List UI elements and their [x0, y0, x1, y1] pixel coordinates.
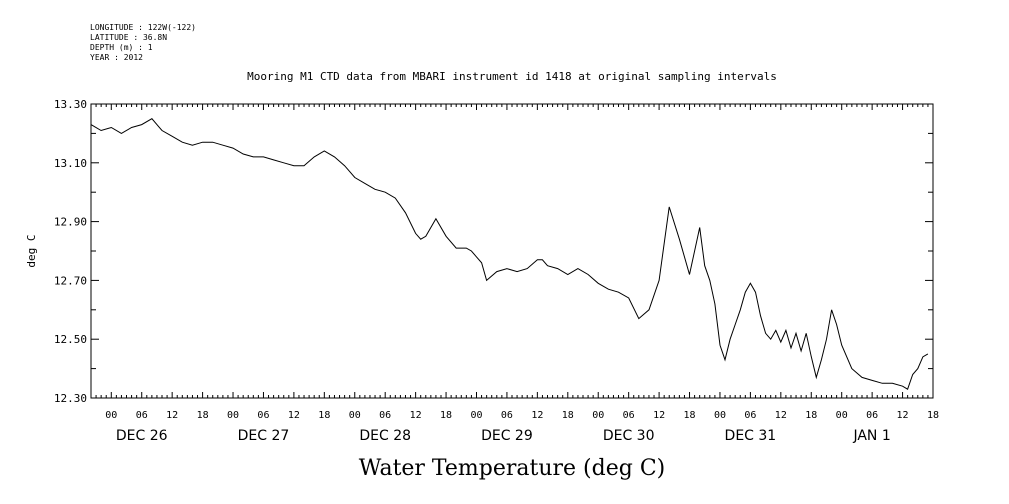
- x-day-label: DEC 28: [359, 428, 411, 444]
- y-axis: 12.30 12.50 12.70 12.90 13.10 13.30: [54, 98, 933, 405]
- meta-year: YEAR : 2012: [90, 53, 143, 62]
- x-hour-label: 00: [592, 410, 604, 421]
- x-hour-label: 00: [105, 410, 117, 421]
- x-hour-label: 12: [653, 410, 665, 421]
- x-hour-label: 18: [805, 410, 817, 421]
- y-tick-label: 12.50: [54, 333, 87, 346]
- x-hour-label: 12: [775, 410, 787, 421]
- x-hour-label: 18: [197, 410, 209, 421]
- chart-title: Mooring M1 CTD data from MBARI instrumen…: [247, 70, 777, 83]
- x-hour-label: 12: [531, 410, 543, 421]
- x-hour-label: 06: [744, 410, 756, 421]
- x-hour-label: 18: [927, 410, 939, 421]
- y-tick-label: 12.90: [54, 216, 87, 229]
- x-day-label: DEC 30: [603, 428, 655, 444]
- x-hour-label: 12: [410, 410, 422, 421]
- x-hour-label: 06: [501, 410, 513, 421]
- x-axis-label: Water Temperature (deg C): [359, 456, 666, 481]
- x-hour-label: 00: [227, 410, 239, 421]
- x-hour-label: 06: [623, 410, 635, 421]
- x-hour-label: 12: [288, 410, 300, 421]
- x-day-label: DEC 26: [116, 428, 168, 444]
- x-hour-label: 12: [897, 410, 909, 421]
- x-hour-label: 18: [440, 410, 452, 421]
- meta-longitude: LONGITUDE : 122W(-122): [90, 23, 196, 32]
- water-temperature-line: [90, 118, 929, 390]
- y-tick-label: 13.10: [54, 157, 87, 170]
- meta-latitude: LATITUDE : 36.8N: [90, 33, 167, 42]
- x-hour-label: 18: [562, 410, 574, 421]
- x-hour-label: 00: [349, 410, 361, 421]
- x-hour-label: 18: [318, 410, 330, 421]
- y-axis-label: deg C: [25, 234, 38, 267]
- x-day-label: DEC 27: [238, 428, 290, 444]
- x-hour-label: 00: [714, 410, 726, 421]
- x-day-label: DEC 31: [725, 428, 777, 444]
- x-day-label: DEC 29: [481, 428, 533, 444]
- x-hour-label: 06: [866, 410, 878, 421]
- x-hour-label: 00: [836, 410, 848, 421]
- x-hour-label: 00: [470, 410, 482, 421]
- y-tick-label: 13.30: [54, 98, 87, 111]
- x-day-label: JAN 1: [852, 428, 890, 444]
- x-hour-label: 06: [379, 410, 391, 421]
- y-tick-label: 12.70: [54, 274, 87, 287]
- metadata-block: LONGITUDE : 122W(-122) LATITUDE : 36.8N …: [90, 23, 196, 62]
- y-tick-label: 12.30: [54, 392, 87, 405]
- plot-frame: [90, 103, 934, 399]
- x-axis: 00 06 12 18 00 06 12 18 00 06 12 18 00 06 12 18 00 06 12 18…: [90, 104, 939, 444]
- x-hour-label: 18: [684, 410, 696, 421]
- meta-depth: DEPTH (m) : 1: [90, 43, 153, 52]
- x-hour-label: 06: [136, 410, 148, 421]
- x-hour-label: 12: [166, 410, 178, 421]
- x-hour-label: 06: [257, 410, 269, 421]
